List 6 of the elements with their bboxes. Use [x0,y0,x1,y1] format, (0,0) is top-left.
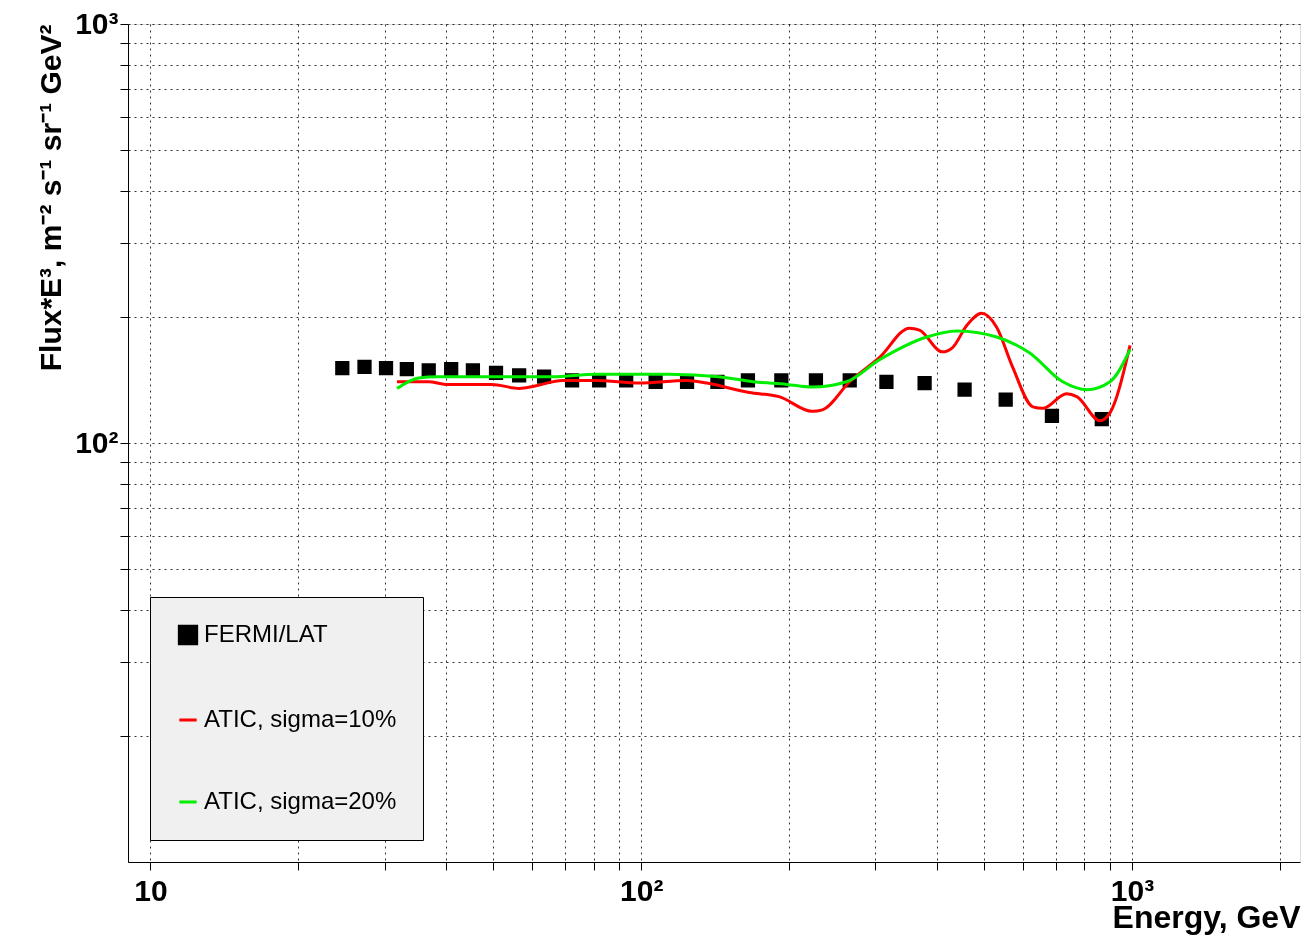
x-tick-label: 10 [134,873,168,907]
y-axis-title: Flux*E³, m⁻² s⁻¹ sr⁻¹ GeV² [34,24,68,372]
legend-label: FERMI/LAT [204,620,328,647]
x-tick-label: 10² [620,873,664,907]
legend-label: ATIC, sigma=10% [204,705,397,732]
legend-label: ATIC, sigma=20% [204,787,397,814]
